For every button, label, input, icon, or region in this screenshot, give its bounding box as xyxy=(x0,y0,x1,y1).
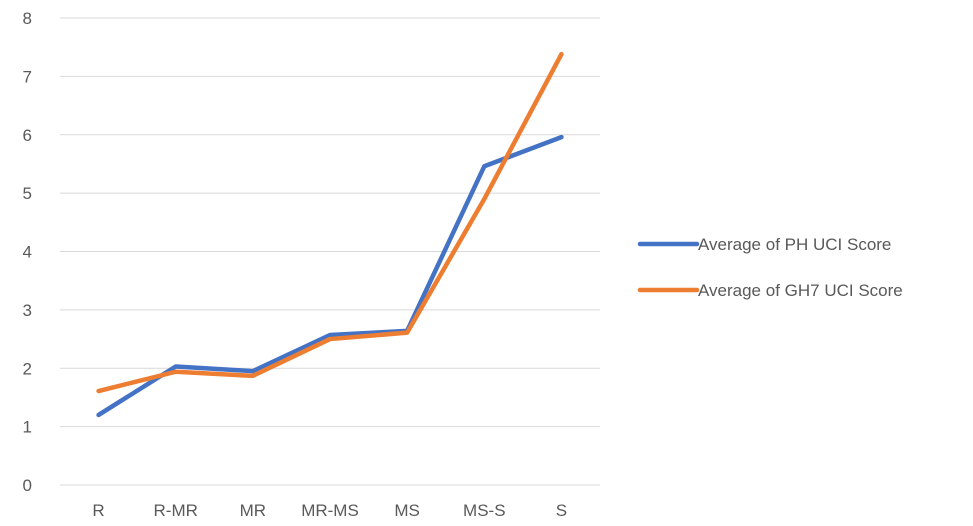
y-tick-label: 5 xyxy=(23,184,32,203)
y-axis-tick-labels: 0 1 2 3 4 5 6 7 8 xyxy=(23,9,32,495)
x-tick-label: MR-MS xyxy=(301,501,359,520)
x-tick-label: MR xyxy=(240,501,266,520)
gridlines xyxy=(60,17,600,486)
legend: Average of PH UCI Score Average of GH7 UC… xyxy=(637,235,903,300)
series-line-1 xyxy=(96,51,564,394)
y-tick-label: 0 xyxy=(23,476,32,495)
x-tick-label: R-MR xyxy=(154,501,198,520)
x-tick-label: R xyxy=(92,501,104,520)
y-tick-label: 2 xyxy=(23,359,32,378)
x-tick-label: S xyxy=(556,501,567,520)
x-tick-label: MS-S xyxy=(463,501,506,520)
series-lines xyxy=(96,51,564,418)
y-tick-label: 4 xyxy=(23,243,32,262)
x-tick-label: MS xyxy=(394,501,420,520)
y-tick-label: 3 xyxy=(23,301,32,320)
y-tick-label: 1 xyxy=(23,418,32,437)
legend-label-0: Average of PH UCI Score xyxy=(698,235,891,254)
y-tick-label: 6 xyxy=(23,126,32,145)
y-tick-label: 7 xyxy=(23,67,32,86)
legend-label-1: Average of GH7 UCI Score xyxy=(698,281,903,300)
x-axis-tick-labels: R R-MR MR MR-MS MS MS-S S xyxy=(92,501,567,520)
y-tick-label: 8 xyxy=(23,9,32,28)
